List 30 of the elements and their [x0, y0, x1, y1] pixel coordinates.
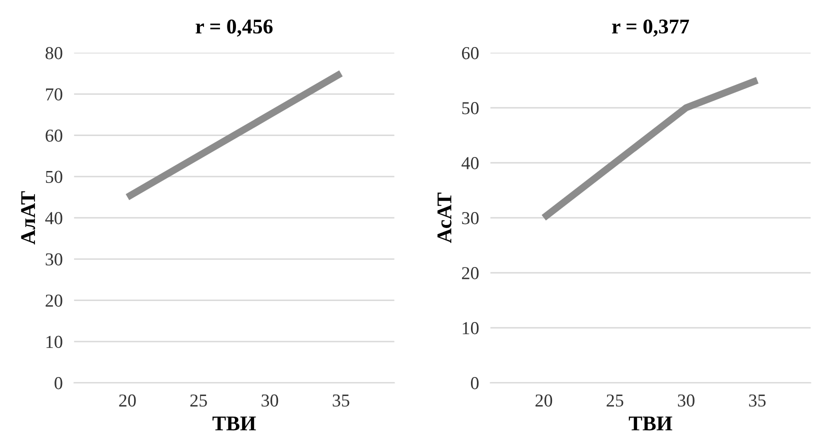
y-tick-label: 30 — [46, 253, 62, 266]
y-tick-label: 10 — [462, 322, 479, 334]
y-tick-label: 0 — [470, 377, 479, 390]
x-tick-label: 20 — [119, 394, 136, 407]
y-tick-label: 50 — [462, 102, 479, 114]
y-tick-label: 20 — [46, 294, 62, 307]
x-tick-label: 30 — [262, 394, 278, 407]
x-tick-label: 25 — [190, 394, 207, 407]
y-tick-label: 60 — [46, 130, 62, 142]
y-tick-label: 60 — [462, 47, 479, 60]
y-tick-label: 70 — [46, 88, 62, 100]
x-tick-label: 30 — [678, 394, 694, 407]
y-tick-label: 10 — [46, 336, 62, 348]
y-tick-label: 50 — [46, 170, 62, 183]
chart-title: r = 0,456 — [196, 20, 273, 37]
y-tick-label: 30 — [462, 212, 479, 224]
y-axis-title: АсАТ — [437, 192, 452, 244]
x-tick-label: 35 — [332, 394, 350, 407]
y-tick-label: 20 — [462, 267, 479, 280]
x-axis-title: ТВИ — [628, 416, 672, 430]
x-tick-label: 35 — [749, 394, 766, 407]
x-tick-label: 25 — [606, 394, 624, 407]
chart-title: r = 0,377 — [612, 20, 690, 37]
y-tick-label: 0 — [54, 377, 62, 390]
y-tick-label: 40 — [462, 157, 479, 170]
y-tick-label: 80 — [46, 47, 62, 60]
x-axis-title: ТВИ — [212, 416, 256, 430]
y-axis-title: АлАТ — [21, 191, 36, 245]
y-tick-label: 40 — [45, 212, 62, 224]
x-tick-label: 20 — [536, 394, 552, 407]
